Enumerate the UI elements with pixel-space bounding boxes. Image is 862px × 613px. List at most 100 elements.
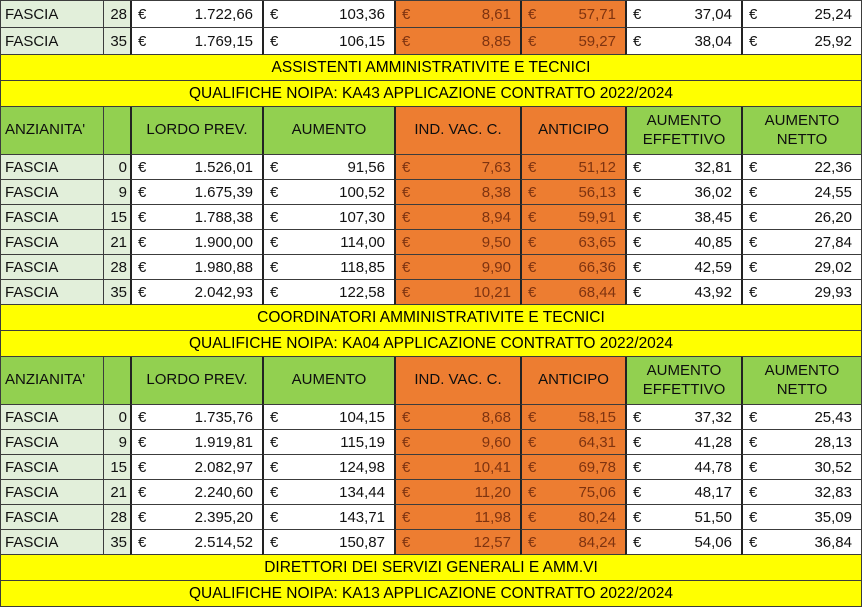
lordo-prev-cell: €1.980,88 bbox=[130, 255, 262, 280]
anzianita-value: 35 bbox=[103, 530, 130, 555]
euro-symbol: € bbox=[138, 258, 147, 276]
aumento-cell: €134,44 bbox=[262, 480, 394, 505]
euro-symbol: € bbox=[270, 158, 279, 176]
euro-symbol: € bbox=[138, 283, 147, 301]
fascia-label: FASCIA bbox=[1, 430, 103, 455]
aumento-value: 115,19 bbox=[340, 433, 385, 451]
euro-symbol: € bbox=[138, 533, 147, 551]
table-row: FASCIA 35 €1.769,15 €106,15 €8,85 €59,27 €38,0… bbox=[0, 28, 862, 55]
fascia-label: FASCIA bbox=[1, 28, 103, 55]
aumento-netto-cell: €25,92 bbox=[741, 28, 861, 55]
euro-symbol: € bbox=[270, 533, 279, 551]
euro-symbol: € bbox=[402, 158, 411, 176]
table-row: FASCIA 21 €1.900,00 €114,00 €9,50 €63,65 €40,8… bbox=[0, 230, 862, 255]
euro-symbol: € bbox=[138, 5, 147, 23]
euro-symbol: € bbox=[528, 458, 537, 476]
aumento-cell: €100,52 bbox=[262, 180, 394, 205]
euro-symbol: € bbox=[138, 233, 147, 251]
table-row: FASCIA 21 €2.240,60 €134,44 €11,20 €75,06 €48,… bbox=[0, 480, 862, 505]
ind-vac-cell: €8,68 bbox=[394, 405, 520, 430]
anticipo-value: 69,78 bbox=[578, 458, 616, 476]
lordo-prev-value: 1.722,66 bbox=[194, 5, 253, 23]
ind-vac-value: 8,94 bbox=[481, 208, 511, 226]
euro-symbol: € bbox=[749, 32, 758, 50]
anticipo-value: 59,27 bbox=[578, 32, 616, 50]
aumento-effettivo-cell: €32,81 bbox=[625, 155, 741, 180]
ind-vac-value: 8,85 bbox=[481, 32, 511, 50]
aumento-cell: €114,00 bbox=[262, 230, 394, 255]
anticipo-value: 84,24 bbox=[578, 533, 616, 551]
lordo-prev-cell: €2.514,52 bbox=[130, 530, 262, 555]
aumento-netto-cell: €24,55 bbox=[741, 180, 861, 205]
anticipo-cell: €59,27 bbox=[520, 28, 625, 55]
euro-symbol: € bbox=[749, 283, 758, 301]
aumento-effettivo-value: 51,50 bbox=[694, 508, 732, 526]
euro-symbol: € bbox=[270, 433, 279, 451]
aumento-cell: €91,56 bbox=[262, 155, 394, 180]
anzianita-value: 28 bbox=[103, 255, 130, 280]
anzianita-value: 35 bbox=[103, 28, 130, 55]
table-header-row: ANZIANITA' LORDO PREV. AUMENTO IND. VAC.… bbox=[0, 357, 862, 405]
euro-symbol: € bbox=[270, 458, 279, 476]
ind-vac-cell: €12,57 bbox=[394, 530, 520, 555]
ind-vac-cell: €7,63 bbox=[394, 155, 520, 180]
aumento-netto-value: 32,83 bbox=[814, 483, 852, 501]
col-header-aumento-netto: AUMENTO NETTO bbox=[741, 357, 861, 405]
euro-symbol: € bbox=[402, 183, 411, 201]
section-subtitle-banner: QUALIFICHE NOIPA: KA13 APPLICAZIONE CONT… bbox=[0, 581, 862, 607]
euro-symbol: € bbox=[749, 508, 758, 526]
anzianita-value: 21 bbox=[103, 480, 130, 505]
aumento-netto-cell: €36,84 bbox=[741, 530, 861, 555]
aumento-effettivo-cell: €38,04 bbox=[625, 28, 741, 55]
euro-symbol: € bbox=[528, 258, 537, 276]
aumento-value: 106,15 bbox=[339, 32, 385, 50]
euro-symbol: € bbox=[528, 433, 537, 451]
aumento-effettivo-cell: €41,28 bbox=[625, 430, 741, 455]
aumento-netto-value: 22,36 bbox=[814, 158, 852, 176]
section-rows: FASCIA 0 €1.526,01 €91,56 €7,63 €51,12 €32,81 €… bbox=[0, 155, 862, 305]
aumento-netto-cell: €30,52 bbox=[741, 455, 861, 480]
ind-vac-cell: €10,21 bbox=[394, 280, 520, 305]
euro-symbol: € bbox=[528, 483, 537, 501]
aumento-netto-cell: €35,09 bbox=[741, 505, 861, 530]
ind-vac-cell: €9,60 bbox=[394, 430, 520, 455]
section-title-banner: ASSISTENTI AMMINISTRATIVITE E TECNICI bbox=[0, 55, 862, 81]
ind-vac-cell: €8,38 bbox=[394, 180, 520, 205]
aumento-netto-cell: €32,83 bbox=[741, 480, 861, 505]
anticipo-cell: €56,13 bbox=[520, 180, 625, 205]
lordo-prev-value: 1.675,39 bbox=[194, 183, 253, 201]
aumento-value: 122,58 bbox=[339, 283, 385, 301]
col-header-anticipo: ANTICIPO bbox=[520, 107, 625, 155]
ind-vac-value: 9,50 bbox=[481, 233, 511, 251]
euro-symbol: € bbox=[749, 483, 758, 501]
aumento-effettivo-value: 40,85 bbox=[694, 233, 732, 251]
section-title-banner: DIRETTORI DEI SERVIZI GENERALI E AMM.VI bbox=[0, 555, 862, 581]
fascia-label: FASCIA bbox=[1, 1, 103, 28]
euro-symbol: € bbox=[402, 408, 411, 426]
euro-symbol: € bbox=[749, 258, 758, 276]
ind-vac-value: 7,63 bbox=[481, 158, 511, 176]
aumento-cell: €122,58 bbox=[262, 280, 394, 305]
anticipo-cell: €63,65 bbox=[520, 230, 625, 255]
col-header-ind-vac: IND. VAC. C. bbox=[394, 107, 520, 155]
anticipo-value: 63,65 bbox=[578, 233, 616, 251]
euro-symbol: € bbox=[749, 433, 758, 451]
lordo-prev-cell: €2.240,60 bbox=[130, 480, 262, 505]
anticipo-cell: €84,24 bbox=[520, 530, 625, 555]
aumento-netto-value: 27,84 bbox=[814, 233, 852, 251]
euro-symbol: € bbox=[749, 408, 758, 426]
anzianita-value: 28 bbox=[103, 505, 130, 530]
col-header-aumento-netto: AUMENTO NETTO bbox=[741, 107, 861, 155]
euro-symbol: € bbox=[138, 183, 147, 201]
table-row: FASCIA 0 €1.526,01 €91,56 €7,63 €51,12 €32,81 €… bbox=[0, 155, 862, 180]
euro-symbol: € bbox=[402, 283, 411, 301]
ind-vac-value: 10,21 bbox=[473, 283, 511, 301]
aumento-netto-value: 26,20 bbox=[814, 208, 852, 226]
euro-symbol: € bbox=[633, 483, 642, 501]
aumento-netto-value: 28,13 bbox=[814, 433, 852, 451]
table-header-row: ANZIANITA' LORDO PREV. AUMENTO IND. VAC.… bbox=[0, 107, 862, 155]
aumento-value: 143,71 bbox=[339, 508, 385, 526]
fascia-label: FASCIA bbox=[1, 180, 103, 205]
section-subtitle-banner: QUALIFICHE NOIPA: KA43 APPLICAZIONE CONT… bbox=[0, 81, 862, 107]
